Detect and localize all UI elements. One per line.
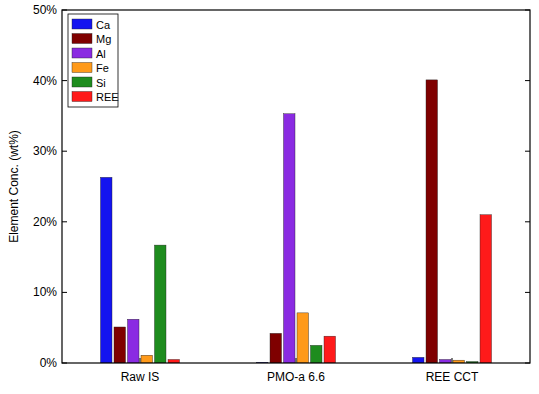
y-tick <box>62 292 67 293</box>
bar <box>155 245 167 363</box>
x-tick <box>296 358 297 363</box>
legend-label: Fe <box>96 62 109 74</box>
y-tick-label: 20% <box>33 215 57 229</box>
bar <box>270 333 282 363</box>
legend-swatch <box>72 92 92 102</box>
y-tick-label: 0% <box>40 356 58 370</box>
legend-label: Mg <box>96 33 111 45</box>
bars <box>101 80 492 363</box>
legend-swatch <box>72 34 92 44</box>
y-tick-right <box>525 292 530 293</box>
bar <box>426 80 438 363</box>
x-tick <box>140 358 141 363</box>
y-tick-label: 50% <box>33 3 57 17</box>
plot-frame <box>62 10 530 363</box>
legend-swatch <box>72 77 92 87</box>
y-tick <box>62 10 67 11</box>
y-tick <box>62 151 67 152</box>
bar <box>324 336 336 363</box>
legend-label: Ca <box>96 19 111 31</box>
y-tick <box>62 363 67 364</box>
legend-label: Al <box>96 48 106 60</box>
y-tick <box>62 221 67 222</box>
bar <box>480 215 492 363</box>
y-tick-right <box>525 221 530 222</box>
bar <box>141 355 153 363</box>
bar <box>114 327 126 363</box>
bar <box>128 319 140 363</box>
y-tick-right <box>525 363 530 364</box>
legend-label: REE <box>96 91 119 103</box>
y-tick-right <box>525 80 530 81</box>
bar <box>101 177 113 363</box>
y-tick-right <box>525 151 530 152</box>
x-tick-label: REE CCT <box>426 370 479 384</box>
x-tick-label: PMO-a 6.6 <box>267 370 325 384</box>
bar <box>297 313 309 363</box>
y-tick-label: 30% <box>33 144 57 158</box>
y-axis-label: Element Conc. (wt%) <box>7 130 21 243</box>
bar <box>284 114 296 363</box>
y-tick-label: 10% <box>33 285 57 299</box>
background <box>0 0 539 394</box>
chart: 0% 10% 20% 30% 40% 50% Raw IS PMO-a 6.6 REE CCT E… <box>0 0 539 394</box>
legend-box <box>68 14 118 107</box>
y-tick-right <box>525 10 530 11</box>
y-tick-label: 40% <box>33 74 57 88</box>
legend-swatch <box>72 48 92 58</box>
bar <box>311 345 323 363</box>
legend-swatch <box>72 63 92 73</box>
legend-swatch <box>72 19 92 29</box>
y-tick <box>62 80 67 81</box>
x-tick-label: Raw IS <box>121 370 160 384</box>
legend-label: Si <box>96 77 106 89</box>
x-tick <box>452 358 453 363</box>
bar <box>413 357 425 363</box>
legend: Ca Mg Al Fe Si REE <box>68 14 119 107</box>
